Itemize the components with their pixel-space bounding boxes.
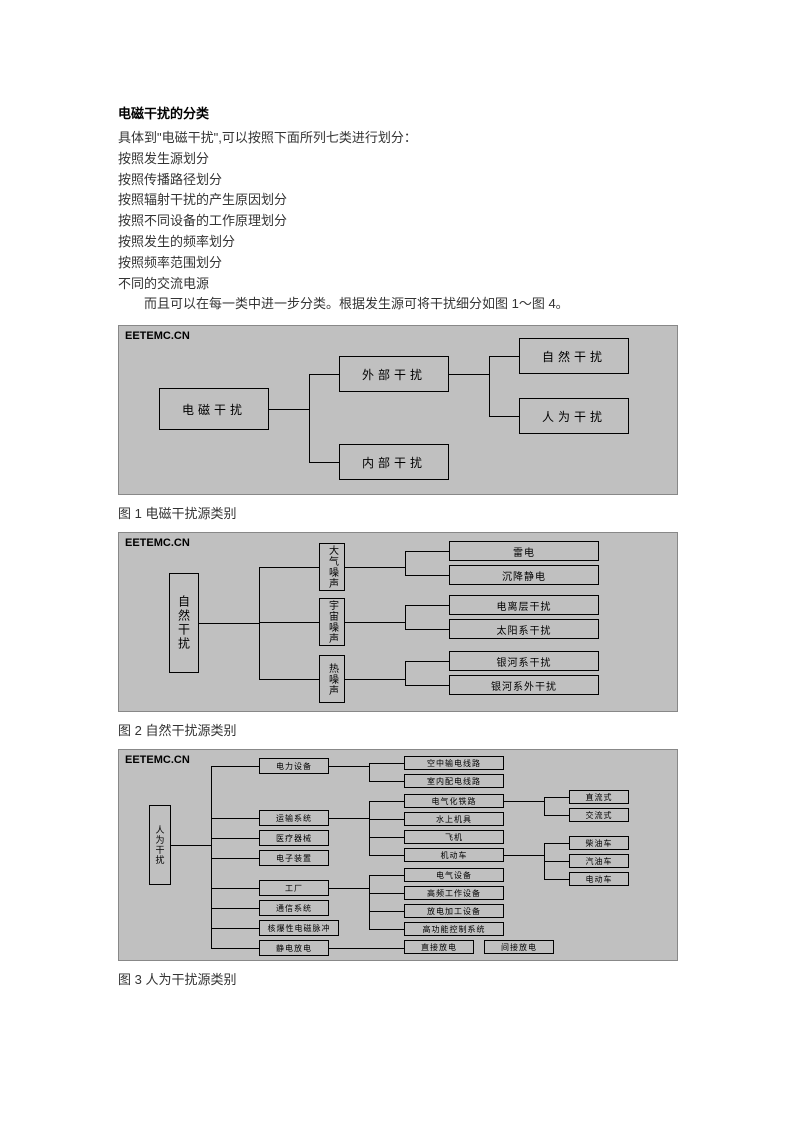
classification-3: 按照辐射干扰的产生原因划分 <box>118 190 675 211</box>
d1-external: 外部干扰 <box>339 356 449 392</box>
d1-artificial: 人为干扰 <box>519 398 629 434</box>
d3-rr5: 电动车 <box>569 872 629 886</box>
d2-r5: 银河系干扰 <box>449 651 599 671</box>
watermark-2: EETEMC.CN <box>125 537 190 549</box>
caption-3: 图 3 人为干扰源类别 <box>118 969 675 988</box>
d3-m8: 静电放电 <box>259 940 329 956</box>
paragraph-2: 而且可以在每一类中进一步分类。根据发生源可将干扰细分如图 1～图 4。 <box>118 294 675 315</box>
classification-1: 按照发生源划分 <box>118 149 675 170</box>
d1-internal: 内部干扰 <box>339 444 449 480</box>
diagram-1: EETEMC.CN 电磁干扰 外部干扰 内部干扰 自然干扰 人为干扰 <box>118 325 678 495</box>
classification-6: 按照频率范围划分 <box>118 253 675 274</box>
d2-r4: 太阳系干扰 <box>449 619 599 639</box>
diagram-3: EETEMC.CN 人为干扰 电力设备 运输系统 医疗器械 电子装置 工厂 通信… <box>118 749 678 961</box>
diagram-2: EETEMC.CN 自然干扰 大气噪声 宇宙噪声 热噪声 雷电 沉降静电 电离层… <box>118 532 678 712</box>
d3-m1: 电力设备 <box>259 758 329 774</box>
d3-m5: 工厂 <box>259 880 329 896</box>
d3-r4: 水上机具 <box>404 812 504 826</box>
d3-r11: 直接放电 <box>404 940 474 954</box>
d2-cosmic: 宇宙噪声 <box>319 598 345 646</box>
d2-atmos: 大气噪声 <box>319 543 345 591</box>
d3-r1: 空中输电线路 <box>404 756 504 770</box>
classification-2: 按照传播路径划分 <box>118 170 675 191</box>
d3-rr2: 交流式 <box>569 808 629 822</box>
d3-root: 人为干扰 <box>149 805 171 885</box>
d2-thermal: 热噪声 <box>319 655 345 703</box>
d3-r9: 放电加工设备 <box>404 904 504 918</box>
classification-7: 不同的交流电源 <box>118 274 675 295</box>
d1-natural: 自然干扰 <box>519 338 629 374</box>
d3-r2: 室内配电线路 <box>404 774 504 788</box>
d2-r1: 雷电 <box>449 541 599 561</box>
d3-m4: 电子装置 <box>259 850 329 866</box>
d3-r12: 间接放电 <box>484 940 554 954</box>
intro-text: 具体到"电磁干扰",可以按照下面所列七类进行划分： <box>118 128 675 149</box>
d3-m2: 运输系统 <box>259 810 329 826</box>
classification-5: 按照发生的频率划分 <box>118 232 675 253</box>
d3-m6: 通信系统 <box>259 900 329 916</box>
watermark-1: EETEMC.CN <box>125 330 190 342</box>
d3-r8: 高频工作设备 <box>404 886 504 900</box>
d3-m3: 医疗器械 <box>259 830 329 846</box>
classification-4: 按照不同设备的工作原理划分 <box>118 211 675 232</box>
d1-root: 电磁干扰 <box>159 388 269 430</box>
caption-1: 图 1 电磁干扰源类别 <box>118 503 675 522</box>
d2-root: 自然干扰 <box>169 573 199 673</box>
d3-r10: 高功能控制系统 <box>404 922 504 936</box>
d3-m7: 核爆性电磁脉冲 <box>259 920 339 936</box>
d2-r3: 电离层干扰 <box>449 595 599 615</box>
watermark-3: EETEMC.CN <box>125 754 190 766</box>
d2-r6: 银河系外干扰 <box>449 675 599 695</box>
d3-r3: 电气化铁路 <box>404 794 504 808</box>
d3-rr1: 直流式 <box>569 790 629 804</box>
caption-2: 图 2 自然干扰源类别 <box>118 720 675 739</box>
d3-r7: 电气设备 <box>404 868 504 882</box>
page-title: 电磁干扰的分类 <box>118 103 675 122</box>
d2-r2: 沉降静电 <box>449 565 599 585</box>
d3-r5: 飞机 <box>404 830 504 844</box>
d3-r6: 机动车 <box>404 848 504 862</box>
d3-rr3: 柴油车 <box>569 836 629 850</box>
d3-rr4: 汽油车 <box>569 854 629 868</box>
